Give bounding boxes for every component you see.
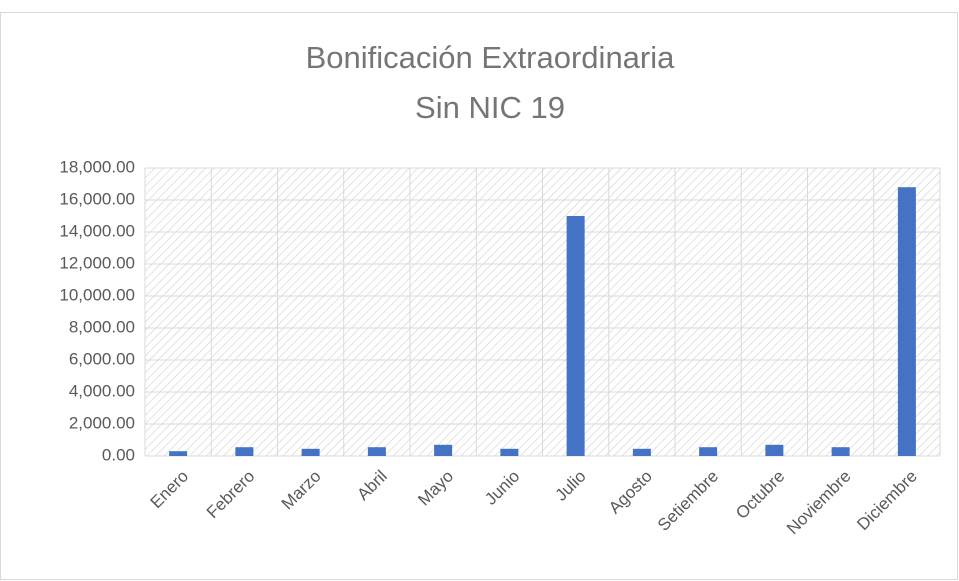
chart-title: Bonificación Extraordinaria	[306, 40, 676, 75]
bar	[169, 451, 188, 456]
bar	[831, 447, 850, 456]
y-tick-label: 0.00	[102, 445, 135, 464]
y-tick-label: 12,000.00	[59, 253, 135, 272]
bar	[699, 447, 718, 456]
y-tick-label: 8,000.00	[69, 317, 135, 336]
y-tick-label: 2,000.00	[69, 413, 135, 432]
bar	[897, 187, 916, 456]
chart-subtitle: Sin NIC 19	[415, 90, 565, 125]
bar	[235, 447, 254, 456]
bar	[367, 447, 386, 456]
bar	[500, 448, 519, 456]
y-tick-label: 14,000.00	[59, 221, 135, 240]
bar	[301, 448, 320, 456]
y-tick-label: 16,000.00	[59, 189, 135, 208]
y-tick-label: 18,000.00	[59, 157, 135, 176]
y-tick-label: 4,000.00	[69, 381, 135, 400]
bar	[765, 444, 784, 456]
bar	[566, 216, 585, 456]
y-tick-label: 6,000.00	[69, 349, 135, 368]
bar	[632, 448, 651, 456]
y-tick-label: 10,000.00	[59, 285, 135, 304]
bar	[434, 444, 453, 456]
